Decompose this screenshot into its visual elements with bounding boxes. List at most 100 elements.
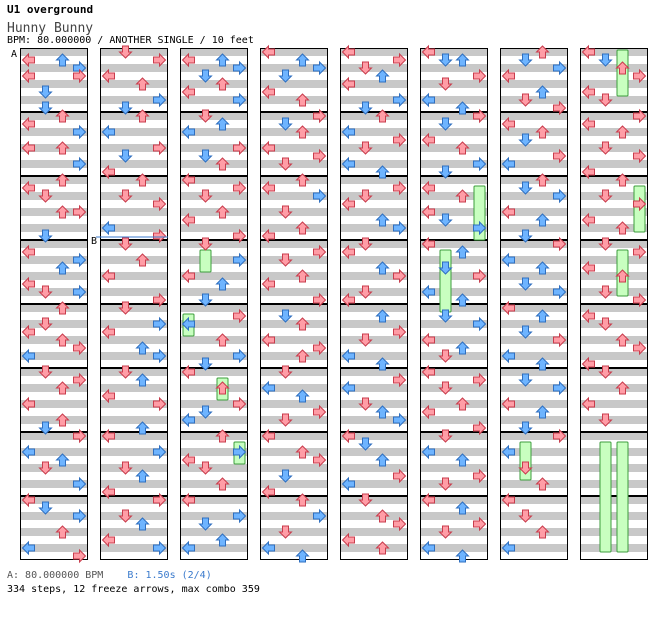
beat-stripe: [500, 368, 568, 376]
up-arrow: [535, 45, 550, 59]
beat-stripe: [420, 80, 488, 88]
right-arrow: [393, 220, 407, 236]
chart-column: [580, 48, 648, 560]
left-arrow: [21, 540, 35, 556]
beat-stripe: [180, 384, 248, 392]
up-arrow: [295, 445, 310, 459]
beat-stripe: [20, 384, 88, 392]
up-arrow: [215, 477, 230, 491]
right-arrow: [393, 372, 407, 388]
left-arrow: [21, 116, 35, 132]
measure-box: [20, 368, 88, 432]
beat-stripe: [500, 208, 568, 216]
measure-box: [180, 48, 248, 112]
up-arrow: [55, 173, 70, 187]
down-arrow: [438, 477, 453, 491]
beat-stripe: [420, 176, 488, 184]
beat-stripe: [20, 304, 88, 312]
up-arrow: [615, 125, 630, 139]
up-arrow: [215, 53, 230, 67]
beat-stripe: [580, 128, 648, 136]
measure-box: [20, 496, 88, 560]
left-arrow: [181, 364, 195, 380]
up-arrow: [535, 85, 550, 99]
measure-box: [420, 496, 488, 560]
beat-stripe: [340, 384, 408, 392]
down-arrow: [438, 261, 453, 275]
down-arrow: [598, 93, 613, 107]
left-arrow: [581, 116, 595, 132]
beat-stripe: [340, 432, 408, 440]
measure-box: [260, 240, 328, 304]
measure-box: [500, 48, 568, 112]
right-arrow: [233, 92, 247, 108]
beat-stripe: [420, 224, 488, 232]
beat-stripe: [180, 272, 248, 280]
beat-stripe: [500, 256, 568, 264]
beat-stripe: [340, 336, 408, 344]
up-arrow: [375, 69, 390, 83]
down-arrow: [118, 301, 133, 315]
beat-stripe: [20, 432, 88, 440]
up-arrow: [135, 373, 150, 387]
beat-stripe: [20, 480, 88, 488]
right-arrow: [73, 252, 87, 268]
left-arrow: [101, 532, 115, 548]
beat-stripe: [100, 432, 168, 440]
beat-stripe: [180, 128, 248, 136]
beat-stripe: [180, 48, 248, 56]
right-arrow: [153, 316, 167, 332]
beat-stripe: [20, 144, 88, 152]
left-arrow: [501, 204, 515, 220]
left-arrow: [261, 484, 275, 500]
left-arrow: [341, 380, 355, 396]
measure-box: [340, 304, 408, 368]
beat-stripe: [420, 112, 488, 120]
beat-stripe: [500, 336, 568, 344]
beat-stripe: [260, 448, 328, 456]
beat-stripe: [500, 96, 568, 104]
down-arrow: [38, 229, 53, 243]
up-arrow: [135, 173, 150, 187]
measure-box: [20, 112, 88, 176]
measure-box: [260, 304, 328, 368]
beat-stripe: [180, 80, 248, 88]
beat-stripe: [180, 432, 248, 440]
up-arrow: [375, 309, 390, 323]
chart-column: [500, 48, 568, 560]
beat-stripe: [260, 176, 328, 184]
down-arrow: [438, 77, 453, 91]
down-arrow: [278, 413, 293, 427]
up-arrow: [375, 213, 390, 227]
down-arrow: [38, 421, 53, 435]
beat-stripe: [580, 256, 648, 264]
beat-stripe: [20, 368, 88, 376]
measure-box: [180, 176, 248, 240]
right-arrow: [393, 324, 407, 340]
down-arrow: [118, 461, 133, 475]
down-arrow: [358, 141, 373, 155]
beat-stripe: [340, 320, 408, 328]
up-arrow: [375, 405, 390, 419]
down-arrow: [518, 325, 533, 339]
right-arrow: [73, 156, 87, 172]
left-arrow: [261, 380, 275, 396]
measure-box: [100, 48, 168, 112]
left-arrow: [421, 404, 435, 420]
left-arrow: [341, 44, 355, 60]
right-arrow: [313, 292, 327, 308]
beat-stripe: [20, 208, 88, 216]
beat-stripe: [420, 208, 488, 216]
beat-stripe: [340, 48, 408, 56]
measure-box: [100, 304, 168, 368]
beat-stripe: [20, 112, 88, 120]
beat-stripe: [580, 112, 648, 120]
up-arrow: [215, 117, 230, 131]
beat-stripe: [580, 96, 648, 104]
left-arrow: [581, 396, 595, 412]
up-arrow: [295, 493, 310, 507]
freeze-arrow: [599, 441, 612, 553]
down-arrow: [358, 493, 373, 507]
down-arrow: [118, 365, 133, 379]
left-arrow: [501, 300, 515, 316]
